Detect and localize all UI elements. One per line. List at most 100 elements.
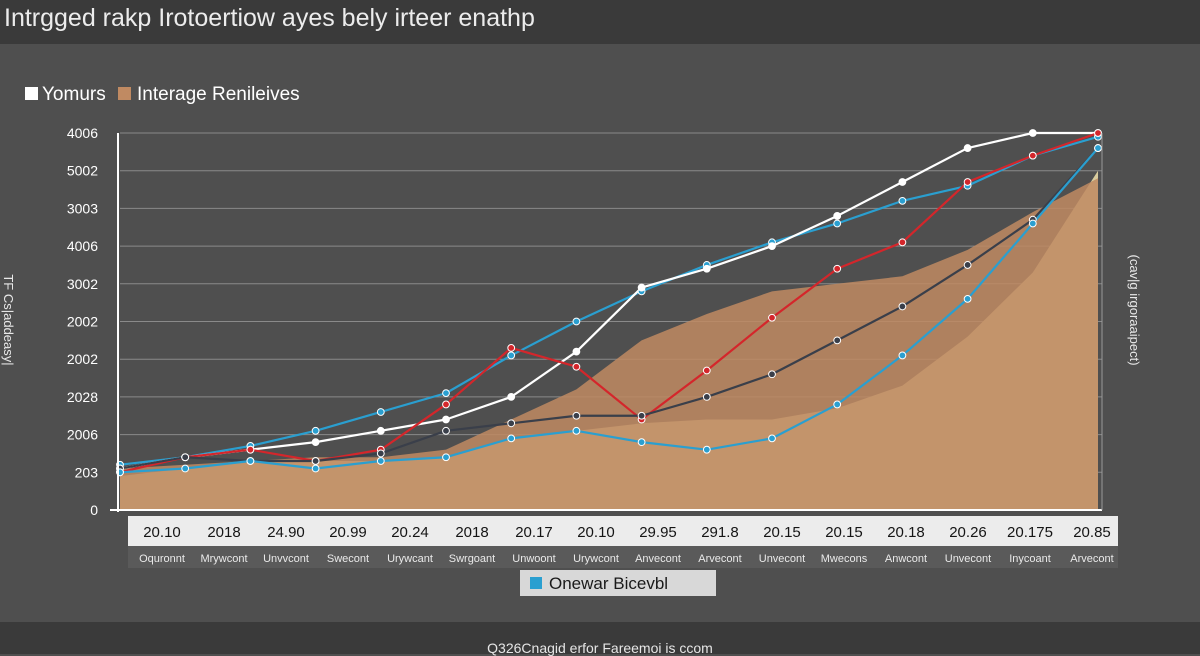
data-point	[898, 196, 907, 205]
x-sub-label: Unwoont	[512, 553, 555, 565]
data-point	[376, 457, 385, 465]
data-point	[833, 212, 842, 220]
x-tick-label: 20.15	[763, 524, 801, 541]
x-sub-label: Urywcant	[387, 553, 433, 565]
data-point	[898, 351, 907, 360]
data-point	[507, 393, 516, 401]
legend-swatch-yomurs	[25, 87, 38, 100]
data-point	[376, 408, 385, 416]
legend-swatch-onewar	[530, 577, 542, 589]
x-sub-label: Anwcont	[885, 553, 927, 565]
y-tick-label: 203	[75, 464, 99, 480]
series-line-0	[119, 135, 1099, 466]
data-point	[181, 464, 190, 473]
data-point	[507, 343, 516, 352]
x-tick-label: 20.24	[391, 524, 429, 541]
x-tick-label: 20.10	[143, 524, 181, 541]
data-point	[442, 426, 450, 435]
x-sub-label: Arvecont	[1070, 553, 1113, 565]
data-point	[963, 178, 972, 186]
category-labels: 20.10 Oquronnt 2018 Mrywcont 24.90 Unvvcont 20…	[139, 524, 1114, 565]
data-point	[768, 370, 776, 379]
x-tick-label: 2018	[207, 524, 240, 541]
data-point	[376, 426, 385, 435]
data-point	[768, 434, 776, 443]
y-tick-label: 2002	[67, 351, 98, 367]
chart: 4006 5002 3003 4006 3002 2002 2002 2028 2006 203 0…	[1, 84, 1142, 596]
legend-swatch-interage	[118, 87, 131, 100]
data-point	[311, 464, 320, 473]
x-sub-label: Unvvcont	[263, 553, 309, 565]
x-sub-label: Arvecont	[698, 553, 741, 565]
series-line-1	[119, 131, 1098, 470]
data-point	[246, 457, 255, 465]
data-point	[311, 426, 320, 435]
data-point	[833, 400, 842, 409]
x-sub-label: Inycoant	[1009, 553, 1051, 565]
legend-label-interage: Interage Renileives	[137, 84, 300, 105]
data-point	[898, 302, 907, 311]
x-tick-label: 20.175	[1007, 524, 1053, 541]
data-point	[442, 400, 450, 409]
y-tick-label: 5002	[67, 163, 98, 179]
page-title: Intrgged rakp Irotoertiow ayes bely irte…	[4, 4, 535, 32]
x-sub-label: Unvecont	[759, 553, 805, 565]
data-point	[898, 238, 907, 247]
area-1	[120, 178, 1098, 511]
y-tick-layer: 4006 5002 3003 4006 3002 2002 2002 2028 2006 203 0	[67, 125, 98, 518]
y-tick-label: 2002	[67, 314, 98, 330]
y-tick-label: 2028	[67, 389, 98, 405]
data-point	[1028, 219, 1037, 228]
legend-label-yomurs: Yomurs	[42, 84, 106, 105]
y-tick-label: 4006	[67, 125, 98, 141]
data-point	[1028, 151, 1037, 160]
footer-caption: Q326Cnagid erfor Fareemoi is ccom	[487, 640, 713, 656]
x-sub-label: Swrgoant	[449, 553, 495, 565]
series-line-3	[119, 147, 1099, 470]
y-tick-label: 3003	[67, 200, 98, 216]
category-strip	[128, 516, 1118, 546]
y-tick-label: 2006	[67, 427, 98, 443]
legend-label-onewar: Onewar Bicevbl	[549, 574, 668, 593]
data-point	[572, 426, 581, 435]
area-layer	[120, 170, 1098, 511]
data-point	[246, 445, 255, 454]
y-tick-label: 0	[90, 502, 98, 518]
sub-label-strip	[128, 546, 1118, 568]
data-point	[702, 393, 711, 401]
series-line-4	[119, 147, 1099, 474]
data-point	[963, 144, 972, 152]
x-tick-label: 20.15	[825, 524, 863, 541]
series-line-2	[119, 131, 1099, 474]
x-sub-label: Urywcont	[573, 553, 619, 565]
series-layer	[119, 131, 1099, 474]
data-point	[833, 219, 842, 228]
data-point	[1094, 129, 1102, 137]
footer-bar	[0, 622, 1200, 654]
title-bar	[0, 0, 1200, 44]
x-sub-label: Oquronnt	[139, 553, 185, 565]
x-tick-label: 20.26	[949, 524, 987, 541]
data-point	[768, 242, 776, 251]
bottom-legend-box	[520, 570, 716, 596]
data-point	[833, 264, 842, 273]
data-point	[311, 438, 320, 447]
x-tick-label: 20.18	[887, 524, 925, 541]
data-point	[572, 347, 581, 356]
data-point	[572, 362, 581, 371]
data-point	[898, 178, 907, 186]
x-tick-label: 20.10	[577, 524, 615, 541]
x-tick-label: 2018	[455, 524, 488, 541]
data-point	[442, 389, 450, 398]
x-sub-label: Swecont	[327, 553, 369, 565]
x-tick-label: 20.99	[329, 524, 367, 541]
data-point	[702, 264, 711, 273]
data-point	[637, 411, 646, 420]
x-sub-label: Mrywcont	[200, 553, 247, 565]
y-tick-label: 3002	[67, 276, 98, 292]
x-sub-label: Mwecons	[821, 553, 868, 565]
data-point	[963, 294, 972, 303]
data-point	[572, 411, 581, 420]
point-layer	[116, 129, 1102, 477]
data-point	[702, 445, 711, 454]
